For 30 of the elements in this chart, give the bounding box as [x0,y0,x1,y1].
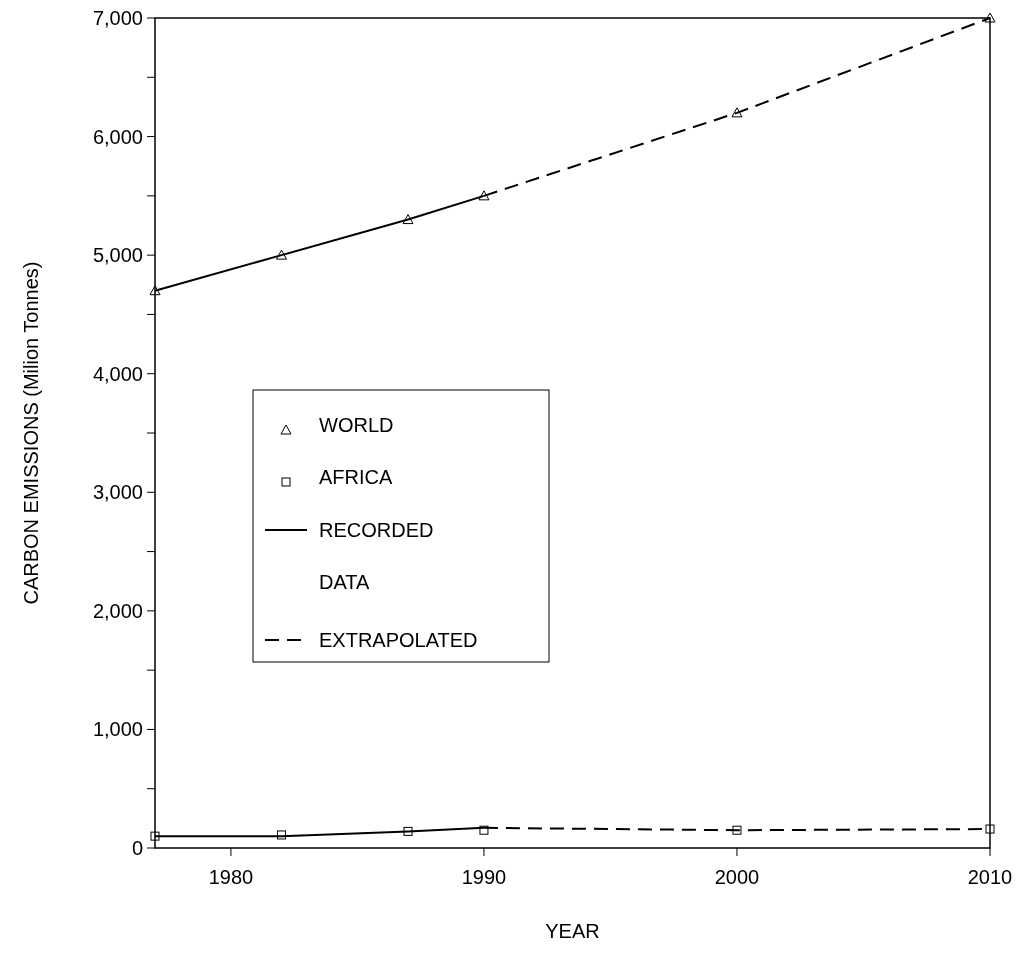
x-axis-title: YEAR [545,920,600,942]
point [984,12,996,23]
y-tick-label: 4,000 [92,362,143,385]
y-axis-title: CARBON EMISSIONS (Milion Tonnes) [20,261,42,605]
legend-label: AFRICA [319,466,393,488]
y-tick-label: 3,000 [92,481,143,504]
x-tick-label: 1990 [461,866,507,888]
y-tick-label: 6,000 [92,125,143,148]
point [479,825,489,835]
text: RECORDED DATA [319,519,434,593]
point [277,830,287,840]
y-tick-label: 0 [131,837,143,859]
x-tick-label: 2000 [714,866,760,888]
y-tick-label: 7,000 [92,7,143,29]
point [150,831,160,841]
y-tick-label: 2,000 [92,599,143,622]
point [149,285,161,296]
legend-label: EXTRAPOLATED [319,629,478,651]
point [985,824,995,834]
y-tick-label: 1,000 [92,718,143,741]
y-tick-label: 5,000 [92,244,143,267]
point [402,214,414,225]
x-tick-label: 1980 [208,866,254,888]
x-tick-label: 2010 [967,866,1013,888]
point [478,190,490,201]
point [403,826,413,836]
point [276,249,288,260]
point [732,825,742,835]
legend-label: WORLD [319,414,394,436]
point [731,107,743,118]
